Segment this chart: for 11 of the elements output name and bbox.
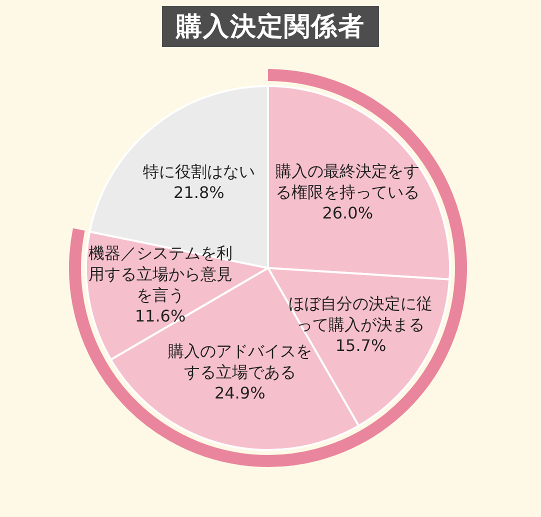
data-label: 26.0% [322,203,374,222]
data-label: 11.6% [134,306,186,326]
chart-title: 購入決定関係者 [162,6,379,47]
data-label: 21.8% [174,183,224,202]
slice-label: 購入の最終決定をする権限を持っている [276,161,420,202]
data-label: 15.7% [335,336,386,355]
data-label: 24.9% [214,384,266,403]
slice-label: ほぼ自分の決定に従って購入が決まる [288,294,433,334]
slice-label: 特に役割はない [142,162,255,182]
slice-label: 購入のアドバイスをする立場である [168,342,312,382]
slice-label: 機器／システムを利用する立場から意見を言う [88,243,232,304]
